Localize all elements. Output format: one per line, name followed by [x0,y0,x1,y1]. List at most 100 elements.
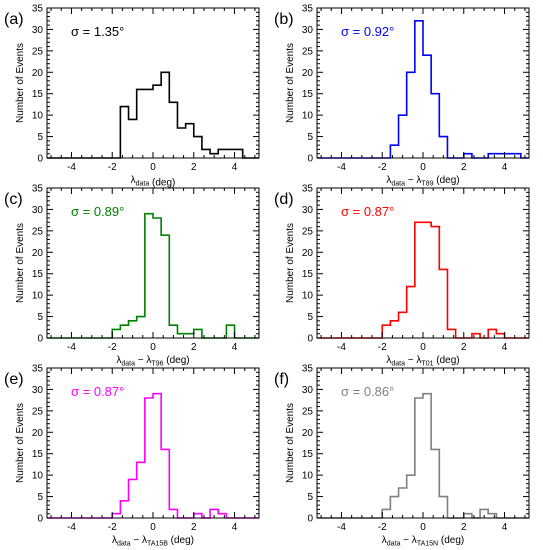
sigma-annotation: σ = 0.87° [71,384,124,399]
x-tick-label: 0 [150,342,156,353]
sigma-annotation: σ = 1.35° [71,24,124,39]
histogram-bin [202,149,210,158]
panel-label: (a) [4,11,24,28]
y-tick-label: 10 [32,471,44,482]
y-axis-label: Number of Events [285,43,296,123]
histogram-bin [226,149,234,158]
x-tick-label: -4 [337,342,346,353]
sigma-annotation: σ = 0.89° [71,204,124,219]
histogram-bin [218,514,226,518]
y-tick-label: 30 [302,205,314,216]
x-tick-label: -2 [108,162,117,173]
x-axis-label-part: λ [131,175,136,186]
histogram-bin [415,222,423,338]
x-tick-label: 2 [461,342,467,353]
histogram-bin [161,235,169,338]
y-tick-label: 0 [37,514,43,525]
y-tick-label: 25 [302,46,314,57]
y-tick-label: 0 [37,154,43,165]
histogram-bin [120,107,128,158]
y-tick-label: 15 [32,449,44,460]
sigma-annotation: σ = 0.86° [341,384,394,399]
x-tick-label: 4 [502,522,508,533]
y-tick-label: 25 [32,406,44,417]
histogram-bin [186,334,194,338]
histogram-bin [496,154,504,158]
x-axis-label-part: (deg) [149,178,175,189]
y-tick-label: 25 [32,226,44,237]
panel-label: (d) [274,191,294,208]
histogram-bin [137,89,145,158]
histogram-series [317,392,529,519]
histogram-series [317,20,529,159]
histogram-bin [439,269,447,338]
y-axis-label: Number of Events [15,223,26,303]
y-tick-label: 15 [32,269,44,280]
y-tick-label: 20 [32,68,44,79]
panel-label: (b) [274,11,294,28]
x-tick-label: 2 [461,522,467,533]
x-tick-label: -4 [337,522,346,533]
histogram-series [47,392,259,519]
x-axis-label-part: T96 [151,361,163,368]
histogram-bin [423,222,431,338]
x-tick-label: 2 [191,522,197,533]
x-axis-label-part: data [387,541,401,548]
x-axis-label-part: − λ [135,355,151,366]
y-tick-label: 0 [37,334,43,345]
x-tick-label: -2 [108,522,117,533]
x-axis-label-part: − λ [405,175,421,186]
histogram-bin [415,398,423,518]
histogram-bin [472,334,480,338]
panel-label: (c) [4,191,23,208]
histogram-bin [112,329,120,338]
histogram-bin [407,287,415,338]
x-axis-label-part: λ [112,535,117,546]
x-axis-label-part: data [117,541,131,548]
x-axis-label: λdata − λTA15N (deg) [382,535,464,548]
x-tick-label: 4 [232,162,238,173]
x-axis-label-part: T89 [421,181,433,188]
x-axis-label-part: − λ [131,535,147,546]
y-tick-label: 0 [307,334,313,345]
y-tick-label: 15 [302,89,314,100]
histogram-bin [464,154,472,158]
x-tick-label: -2 [108,342,117,353]
y-tick-label: 35 [32,364,44,375]
x-tick-label: -2 [378,342,387,353]
histogram-bin [129,479,137,518]
histogram-bin [194,514,202,518]
histogram-bin [161,449,169,518]
histogram-bin [399,312,407,338]
x-tick-label: 4 [232,342,238,353]
histogram-bin [226,325,234,338]
histogram-bin [488,154,496,158]
x-tick-label: 2 [191,342,197,353]
histogram-bin [218,149,226,158]
y-tick-label: 30 [32,385,44,396]
y-tick-label: 10 [302,471,314,482]
x-tick-label: -4 [67,342,76,353]
y-tick-label: 5 [37,132,43,143]
histogram-bin [407,475,415,518]
histogram-bin [382,325,390,338]
x-tick-label: -4 [337,162,346,173]
histogram-bin [505,154,513,158]
x-tick-label: 0 [150,162,156,173]
histogram-bin [137,317,145,338]
histogram-bin [423,394,431,518]
x-axis-label-part: − λ [405,355,421,366]
y-tick-label: 20 [302,248,314,259]
panel-label: (f) [274,371,289,388]
y-tick-label: 25 [32,46,44,57]
y-tick-label: 5 [37,312,43,323]
y-tick-label: 25 [302,406,314,417]
histogram-bin [169,102,177,158]
histogram-bin [153,394,161,518]
y-tick-label: 5 [37,492,43,503]
histogram-bin [120,501,128,518]
